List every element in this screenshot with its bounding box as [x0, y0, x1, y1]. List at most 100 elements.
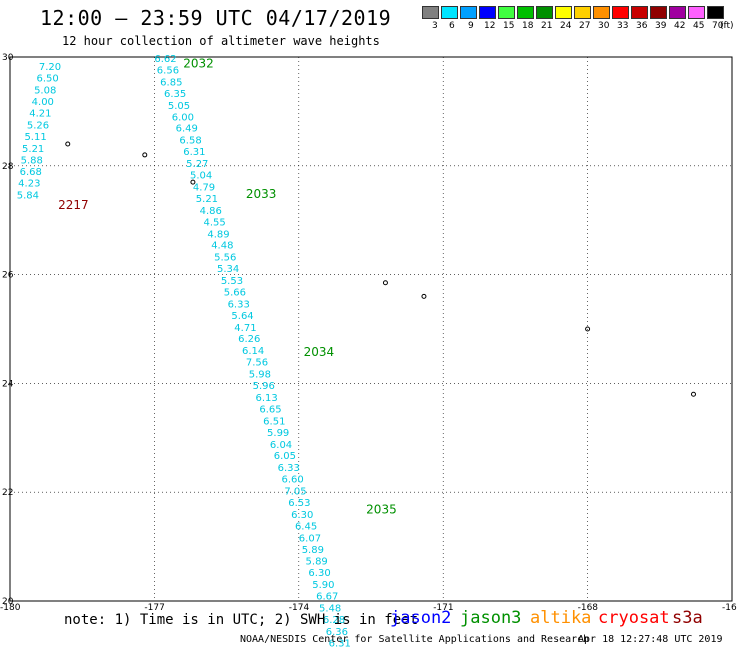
island-mark — [382, 280, 388, 286]
legend-label: 21 — [541, 21, 553, 31]
satellite-cryosat: cryosat — [598, 608, 670, 628]
wave-height-value: 6.51 — [263, 416, 285, 427]
wave-height-value: 5.08 — [34, 86, 56, 97]
legend-swatch — [517, 6, 534, 19]
wave-height-value: 6.26 — [238, 334, 260, 345]
wave-height-value: 6.45 — [295, 521, 317, 532]
wave-height-value: 6.67 — [316, 592, 338, 603]
wave-height-value: 6.14 — [242, 346, 264, 357]
wave-height-value: 5.90 — [312, 580, 334, 591]
legend-label: 30 — [598, 21, 610, 31]
legend-label: 42 — [674, 21, 686, 31]
pass-time-label: 2217 — [58, 198, 89, 212]
wave-height-value: 4.86 — [200, 206, 222, 217]
legend-swatch — [536, 6, 553, 19]
footer-note: note: 1) Time is in UTC; 2) SWH is in fe… — [64, 612, 419, 628]
wave-height-value: 5.56 — [214, 253, 236, 264]
x-tick-label: -174 — [289, 603, 310, 613]
wave-height-value: 7.56 — [246, 358, 268, 369]
wave-height-value: 6.31 — [183, 147, 205, 158]
x-tick-label: -16 — [722, 603, 737, 613]
legend-label: 39 — [655, 21, 667, 31]
legend-swatch — [612, 6, 629, 19]
legend-swatch — [498, 6, 515, 19]
wave-height-value: 5.88 — [21, 155, 43, 166]
wave-height-value: 6.31 — [329, 638, 351, 649]
y-tick-label: 30 — [2, 53, 14, 63]
wave-height-value: 5.05 — [168, 101, 190, 112]
wave-height-value: 6.33 — [278, 463, 300, 474]
wave-height-value: 6.50 — [36, 74, 58, 85]
pass-time-label: 2034 — [304, 345, 335, 359]
satellite-s3a: s3a — [672, 608, 703, 628]
wave-height-value: 4.00 — [32, 97, 54, 108]
legend-swatch — [688, 6, 705, 19]
wave-height-value: 6.36 — [326, 627, 348, 638]
legend-label: 45 — [693, 21, 705, 31]
legend-label: 3 — [432, 21, 438, 31]
wave-height-value: 6.60 — [281, 475, 303, 486]
wave-height-value: 6.58 — [179, 136, 201, 147]
wave-height-value: 6.04 — [270, 440, 292, 451]
island-mark — [190, 179, 196, 185]
y-tick-label: 20 — [2, 597, 14, 607]
wave-height-value: 5.66 — [224, 287, 246, 298]
legend-unit: (ft) — [720, 21, 734, 31]
wave-height-value: 5.04 — [190, 171, 212, 182]
wave-height-value: 5.96 — [253, 381, 275, 392]
y-tick-label: 22 — [2, 488, 13, 498]
wave-height-value: 6.35 — [164, 89, 186, 100]
wave-height-value: 6.68 — [20, 167, 42, 178]
satellite-jason3: jason3 — [460, 608, 522, 628]
wave-height-value: 6.49 — [176, 124, 198, 135]
wave-height-value: 7.05 — [284, 487, 306, 498]
wave-height-value: 5.27 — [186, 159, 208, 170]
wave-height-value: 6.62 — [154, 54, 176, 65]
legend-label: 36 — [636, 21, 648, 31]
legend-label: 27 — [579, 21, 591, 31]
wave-height-value: 6.30 — [308, 568, 330, 579]
legend-swatch — [707, 6, 724, 19]
wave-height-value: 6.30 — [291, 510, 313, 521]
wave-height-value: 5.48 — [319, 604, 341, 615]
wave-height-value: 6.53 — [288, 498, 310, 509]
legend-label: 12 — [484, 21, 496, 31]
legend-swatch — [479, 6, 496, 19]
x-tick-label: -171 — [433, 603, 453, 613]
legend-label: 15 — [503, 21, 515, 31]
legend-label: 70 — [712, 21, 724, 31]
legend-swatch — [593, 6, 610, 19]
wave-height-value: 5.21 — [22, 144, 44, 155]
legend-swatch — [441, 6, 458, 19]
wave-height-value: 6.33 — [228, 299, 250, 310]
legend-label: 24 — [560, 21, 572, 31]
wave-height-value: 4.55 — [203, 217, 225, 228]
wave-height-value: 5.64 — [231, 311, 253, 322]
pass-time-label: 2035 — [366, 503, 397, 517]
wave-height-value: 5.11 — [24, 132, 46, 143]
chart-title: 12:00 – 23:59 UTC 04/17/2019 — [40, 6, 392, 30]
wave-height-value: 5.89 — [306, 557, 328, 568]
island-mark — [421, 293, 427, 299]
wave-height-value: 4.89 — [207, 229, 229, 240]
pass-time-label: 2033 — [246, 187, 277, 201]
wave-height-value: 6.85 — [160, 77, 182, 88]
wave-height-value: 5.26 — [27, 120, 49, 131]
wave-height-value: 6.65 — [259, 404, 281, 415]
satellite-altika: altika — [530, 608, 592, 628]
chart-subtitle: 12 hour collection of altimeter wave hei… — [62, 34, 380, 48]
timestamp-text: Apr 18 12:27:48 UTC 2019 — [578, 634, 723, 645]
legend-swatch — [574, 6, 591, 19]
legend-swatch — [650, 6, 667, 19]
map-frame — [9, 56, 733, 602]
legend-swatch — [631, 6, 648, 19]
wave-height-value: 6.07 — [299, 533, 321, 544]
y-tick-label: 24 — [2, 379, 14, 389]
wave-height-value: 5.84 — [17, 191, 39, 202]
wave-height-value: 7.20 — [39, 62, 61, 73]
wave-height-value: 4.79 — [193, 182, 215, 193]
pass-time-label: 2032 — [183, 56, 214, 70]
y-tick-label: 26 — [2, 271, 14, 281]
wave-height-value: 6.05 — [274, 451, 296, 462]
